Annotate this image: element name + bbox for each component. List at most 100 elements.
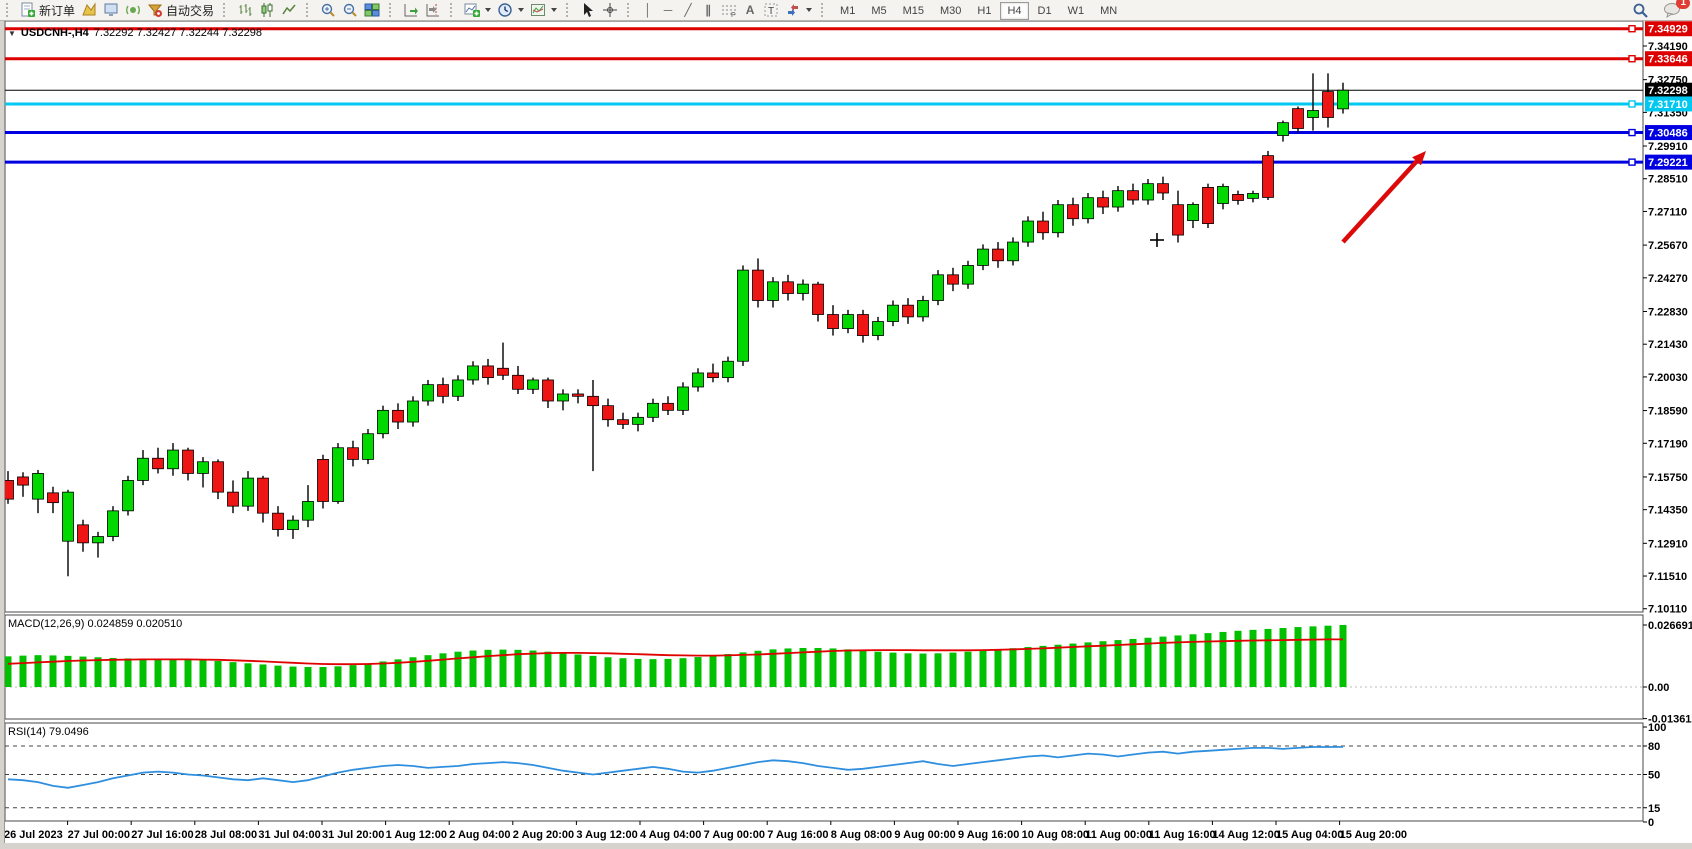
arrows-tool-button[interactable] — [782, 1, 815, 19]
macd-histogram-bar — [394, 659, 402, 687]
time-label: 3 Aug 12:00 — [576, 829, 637, 841]
macd-histogram-bar — [604, 657, 612, 687]
templates-dropdown-caret[interactable] — [551, 8, 558, 12]
candle-up — [722, 360, 734, 379]
macd-histogram-bar — [79, 656, 87, 687]
timeframe-D1[interactable]: D1 — [1037, 5, 1052, 17]
toolbar-grip[interactable] — [6, 3, 13, 17]
timeframe-M5[interactable]: M5 — [871, 5, 887, 17]
candle-down — [347, 447, 359, 460]
macd-histogram-bar — [49, 655, 57, 687]
macd-histogram-bar — [529, 650, 537, 687]
toolbar-grip[interactable] — [627, 3, 634, 17]
strategy-tester-button[interactable] — [122, 1, 144, 19]
toolbar-grip[interactable] — [223, 3, 230, 17]
macd-histogram-bar — [754, 650, 762, 687]
periods-button[interactable] — [494, 1, 527, 19]
search-icon — [1633, 3, 1648, 18]
candle-down — [707, 372, 719, 379]
toolbar-grip[interactable] — [389, 3, 396, 17]
hline-handle-7.34929[interactable] — [1628, 25, 1636, 33]
text-label-icon: T — [764, 3, 778, 17]
templates-button[interactable] — [527, 1, 560, 19]
macd-histogram-bar — [724, 654, 732, 687]
toolbar-grip[interactable] — [450, 3, 457, 17]
new-order-button[interactable]: 新订单 — [17, 1, 78, 19]
auto-trading-button[interactable]: 自动交易 — [144, 1, 217, 19]
candle-down — [212, 461, 224, 493]
indicators-button[interactable] — [461, 1, 494, 19]
timeframe-H1[interactable]: H1 — [977, 5, 992, 17]
toolbar-grip[interactable] — [821, 3, 828, 17]
bar-chart-mode-button[interactable] — [234, 1, 256, 19]
trend-arrow-annotation[interactable] — [1341, 151, 1426, 244]
macd-histogram-bar — [1204, 633, 1212, 687]
auto-scroll-icon — [404, 4, 419, 17]
fibonacci-tool[interactable]: F — [718, 1, 740, 19]
macd-histogram-bar — [439, 653, 447, 687]
new-order-label: 新订单 — [39, 3, 76, 18]
hline-handle-7.30486[interactable] — [1628, 128, 1636, 137]
timeframe-M1[interactable]: M1 — [840, 5, 856, 17]
candle-up — [1007, 241, 1019, 262]
search-button[interactable] — [1629, 1, 1652, 19]
zoom-in-button[interactable] — [317, 1, 339, 19]
macd-histogram-bar — [454, 651, 462, 687]
zoom-out-button[interactable] — [339, 1, 361, 19]
indicators-dropdown-caret[interactable] — [485, 8, 492, 12]
timeframe-MN[interactable]: MN — [1100, 5, 1118, 17]
arrows-dropdown-caret[interactable] — [806, 8, 813, 12]
chart-shift-button[interactable] — [422, 1, 444, 19]
candle-up — [887, 304, 899, 322]
zoom-in-icon — [321, 3, 335, 17]
market-watch-button[interactable] — [78, 1, 100, 19]
macd-histogram-bar — [739, 652, 747, 687]
macd-histogram-bar — [469, 650, 477, 687]
terminal-button[interactable] — [100, 1, 122, 19]
macd-histogram-bar — [1279, 627, 1287, 687]
clock-icon — [498, 3, 512, 17]
chart-shift-icon — [426, 4, 440, 17]
candlestick-mode-button[interactable] — [256, 1, 278, 19]
horizontal-line-tool[interactable]: ─ — [658, 1, 678, 19]
trendline-tool[interactable]: ╱ — [678, 1, 698, 19]
cursor-tool-button[interactable] — [577, 1, 599, 19]
vertical-line-tool[interactable]: │ — [638, 1, 658, 19]
tile-windows-button[interactable] — [361, 1, 383, 19]
auto-scroll-button[interactable] — [400, 1, 422, 19]
market-watch-icon — [82, 2, 96, 16]
macd-histogram-bar — [904, 653, 912, 687]
crosshair-tool-button[interactable] — [599, 1, 621, 19]
timeframe-M30[interactable]: M30 — [940, 5, 962, 17]
candle-up — [872, 321, 884, 336]
macd-histogram-bar — [169, 658, 177, 687]
line-chart-mode-button[interactable] — [278, 1, 300, 19]
text-label-tool[interactable]: T — [760, 1, 782, 19]
macd-histogram-bar — [814, 647, 822, 687]
toolbar-grip[interactable] — [566, 3, 573, 17]
time-axis[interactable]: 26 Jul 2023 27 Jul 00:00 27 Jul 16:00 28 Ju… — [3, 821, 1407, 841]
price-axis[interactable]: 7.341907.327507.313507.299107.285107.271… — [1643, 21, 1692, 829]
hline-handle-7.31710[interactable] — [1628, 100, 1636, 108]
macd-histogram-bar — [1099, 641, 1107, 687]
candle-down — [827, 314, 839, 329]
fibonacci-icon: F — [722, 5, 737, 18]
equidistant-channel-tool[interactable]: ∥ — [698, 1, 718, 19]
macd-histogram-bar — [1054, 644, 1062, 687]
macd-histogram-bar — [334, 666, 342, 687]
main-pane[interactable] — [4, 20, 1644, 613]
macd-histogram-bar — [1069, 643, 1077, 687]
rsi-pane[interactable] — [4, 722, 1644, 822]
timeframe-M15[interactable]: M15 — [902, 5, 924, 17]
hline-handle-7.29221[interactable] — [1628, 158, 1636, 166]
timeframe-W1[interactable]: W1 — [1067, 5, 1085, 17]
chat-button[interactable]: 1 — [1660, 0, 1690, 19]
hline-handle-7.33646[interactable] — [1628, 55, 1636, 63]
candle-up — [1337, 89, 1349, 110]
macd-histogram-bar — [514, 649, 522, 687]
periods-dropdown-caret[interactable] — [518, 8, 525, 12]
timeframe-H4[interactable]: H4 — [1000, 2, 1029, 20]
toolbar-grip[interactable] — [306, 3, 313, 17]
text-tool[interactable]: A — [740, 1, 760, 19]
